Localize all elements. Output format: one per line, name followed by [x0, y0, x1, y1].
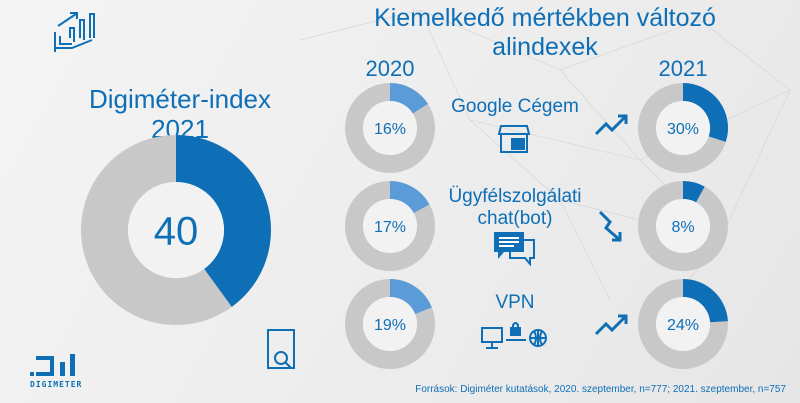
trend-up-icon — [594, 114, 628, 136]
vpn-network-icon — [481, 322, 547, 349]
donut-2021-2-label: 24% — [667, 317, 699, 334]
main-index-donut-hole — [128, 182, 224, 278]
main-label-line-1: Digiméter-index — [88, 84, 272, 114]
donut-2020-2-label: 19% — [374, 317, 406, 334]
page-title: Kiemelkedő mértékben változó alindexek — [340, 4, 750, 62]
donut-2021-2-hole — [656, 297, 710, 351]
donut-2021-2-value-slice — [683, 279, 728, 323]
label-chatbot-line1: Ügyfélszolgálati — [448, 186, 582, 207]
donut-2020-1-value-slice — [390, 181, 430, 213]
growth-chart-hand-icon — [54, 12, 95, 52]
title-line-1: Kiemelkedő mértékben változó — [374, 4, 716, 32]
main-index-donut-label: 40 — [154, 209, 199, 253]
digimeter-logo — [30, 354, 75, 376]
label-google-cegem: Google Cégem — [451, 96, 579, 117]
title-line-2: alindexek — [492, 33, 598, 61]
main-index-donut-value-slice — [176, 135, 271, 307]
logo-text: DIGIMETER — [30, 380, 83, 389]
label-vpn: VPN — [495, 292, 535, 313]
donut-2021-0-hole — [656, 101, 710, 155]
donut-2021-0-label: 30% — [667, 121, 699, 138]
year-2021-label: 2021 — [658, 56, 708, 81]
storefront-icon — [498, 125, 530, 153]
donut-2020-2-hole — [363, 297, 417, 351]
donut-2021-1-value-slice — [683, 181, 705, 203]
donut-2020-1-label: 17% — [374, 219, 406, 236]
donut-2020-1-hole — [363, 199, 417, 253]
donut-2021-1-hole — [656, 199, 710, 253]
donut-2020-2-value-slice — [390, 279, 432, 315]
donut-2021-0-value-slice — [683, 83, 729, 142]
trend-down-icon — [598, 210, 622, 242]
document-search-icon — [267, 329, 295, 369]
label-chatbot-line2: chat(bot) — [477, 208, 553, 229]
donut-2021-1-label: 8% — [671, 219, 694, 236]
donut-2020-0-label: 16% — [374, 121, 406, 138]
donut-2020-0-value-slice — [390, 83, 428, 114]
year-2020-label: 2020 — [365, 56, 415, 81]
chat-icon — [494, 232, 535, 266]
trend-up-icon — [594, 314, 628, 336]
label-chatbot: Ügyfélszolgálati chat(bot) — [430, 186, 600, 230]
donut-2020-0-hole — [363, 101, 417, 155]
source-note: Források: Digiméter kutatások, 2020. sze… — [415, 384, 786, 395]
